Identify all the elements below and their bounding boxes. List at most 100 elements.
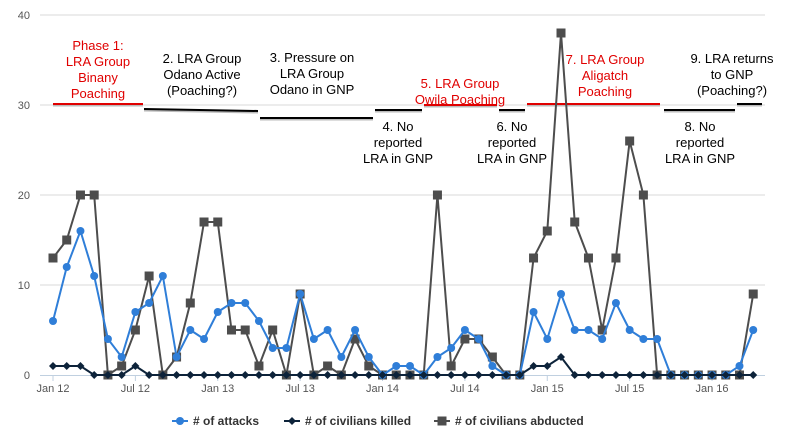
annotation-line: reported	[676, 135, 724, 150]
annotation-line: to GNP	[711, 67, 754, 82]
data-point	[240, 325, 250, 335]
data-point	[227, 299, 236, 307]
data-point	[351, 326, 360, 334]
annotation-line: LRA in GNP	[665, 151, 735, 166]
data-point	[639, 371, 648, 379]
data-point	[172, 353, 181, 361]
annotation-line: LRA in GNP	[363, 151, 433, 166]
data-point	[185, 298, 195, 308]
data-point	[543, 335, 552, 343]
x-tick-label: Jul 15	[615, 383, 644, 395]
annotation-line: Binany	[78, 70, 118, 85]
data-point	[749, 326, 758, 334]
data-point	[144, 271, 154, 281]
annotation-line: reported	[488, 135, 536, 150]
data-point	[570, 217, 580, 227]
data-point	[611, 253, 621, 263]
data-point	[288, 417, 296, 425]
data-point	[227, 371, 236, 379]
data-point	[488, 371, 497, 379]
data-point	[557, 290, 566, 298]
data-point	[62, 235, 72, 245]
annotation-line: Odano in GNP	[270, 82, 355, 97]
data-point	[557, 353, 566, 361]
x-tick-label: Jan 12	[36, 383, 69, 395]
data-point	[584, 371, 593, 379]
data-point	[488, 362, 497, 370]
annotation-line: 4. No	[382, 119, 413, 134]
annotation-line: LRA Group	[66, 54, 130, 69]
x-tick-label: Jan 15	[531, 383, 564, 395]
annotation-line: Poaching	[578, 84, 632, 99]
data-point	[117, 361, 127, 371]
phase-line	[143, 108, 259, 112]
data-point	[392, 362, 401, 370]
x-tick-label: Jul 12	[121, 383, 150, 395]
data-point	[200, 371, 209, 379]
data-point	[350, 334, 360, 344]
data-point	[213, 217, 223, 227]
data-point	[337, 353, 346, 361]
annotation-line: 9. LRA returns	[690, 51, 774, 66]
data-point	[625, 371, 634, 379]
y-tick-label: 10	[18, 280, 30, 292]
data-point	[130, 325, 140, 335]
data-point	[62, 362, 71, 370]
data-point	[447, 371, 456, 379]
data-point	[625, 136, 635, 146]
data-point	[268, 325, 278, 335]
data-point	[529, 253, 539, 263]
data-point	[405, 362, 414, 370]
data-point	[432, 190, 442, 200]
data-point	[378, 371, 387, 379]
data-point	[392, 371, 401, 379]
data-point	[584, 326, 593, 334]
data-point	[158, 272, 167, 280]
data-point	[735, 362, 744, 370]
data-point	[76, 362, 85, 370]
data-point	[90, 272, 99, 280]
data-point	[570, 326, 579, 334]
series-line	[52, 32, 755, 378]
data-point	[502, 371, 511, 379]
data-point	[75, 190, 85, 200]
data-point	[213, 308, 222, 316]
data-point	[474, 371, 483, 379]
data-point	[721, 371, 730, 379]
data-point	[529, 362, 538, 370]
data-point	[282, 371, 291, 379]
data-point	[419, 371, 428, 379]
data-point	[254, 371, 263, 379]
annotation-line: Aligatch	[582, 68, 628, 83]
data-point	[103, 371, 112, 379]
data-point	[680, 371, 689, 379]
data-point	[76, 227, 85, 235]
data-point	[433, 353, 442, 361]
data-point	[570, 371, 579, 379]
data-point	[117, 353, 126, 361]
data-point	[405, 371, 414, 379]
series-of-civilians-abducted	[48, 28, 758, 380]
data-point	[103, 335, 112, 343]
data-point	[254, 361, 264, 371]
data-point	[323, 361, 333, 371]
y-tick-label: 20	[18, 190, 30, 202]
data-point	[611, 299, 620, 307]
data-point	[611, 371, 620, 379]
y-tick-label: 30	[18, 100, 30, 112]
x-tick-label: Jan 16	[696, 383, 729, 395]
data-point	[158, 371, 167, 379]
data-point	[268, 344, 277, 352]
legend-item: # of civilians abducted	[434, 414, 584, 428]
data-point	[597, 325, 607, 335]
data-point	[309, 335, 318, 343]
data-point	[186, 326, 195, 334]
data-point	[542, 226, 552, 236]
data-point	[364, 361, 374, 371]
data-point	[653, 371, 662, 379]
